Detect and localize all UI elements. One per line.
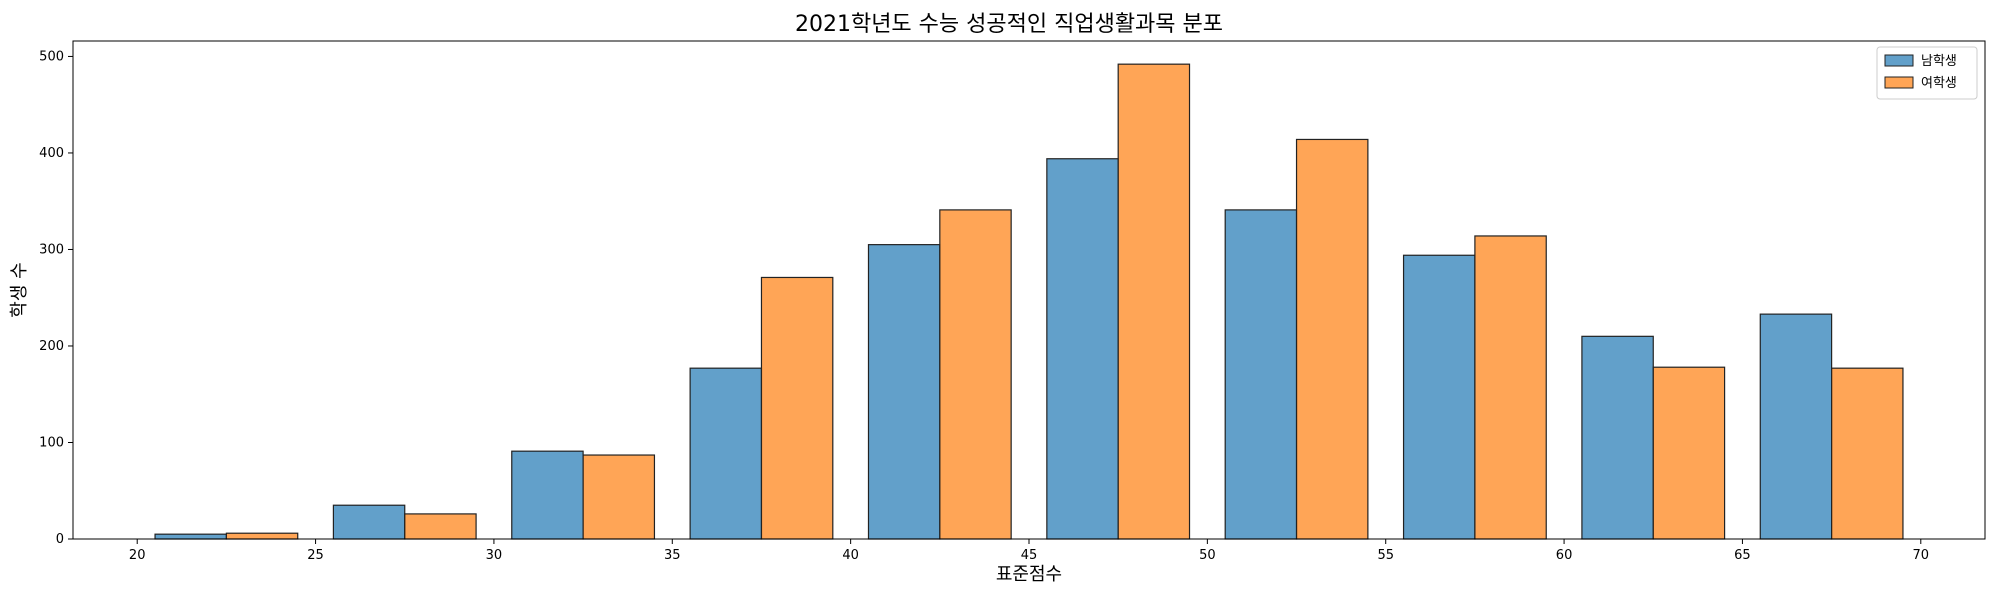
bar-여학생-3 xyxy=(760,276,834,540)
bar-여학생-6 xyxy=(1295,138,1369,540)
y-tick-label: 300 xyxy=(39,242,64,257)
bar-여학생-1 xyxy=(404,513,477,540)
x-tick-label: 20 xyxy=(129,548,146,563)
bar-여학생-7 xyxy=(1474,235,1547,540)
x-tick-label: 25 xyxy=(307,548,324,563)
bar-여학생-0 xyxy=(225,532,299,540)
bar-남학생-8 xyxy=(1581,335,1654,540)
x-tick-label: 35 xyxy=(664,548,681,563)
bar-남학생-2 xyxy=(511,450,584,540)
bar-남학생-1 xyxy=(332,504,406,540)
bar-남학생-4 xyxy=(867,244,941,540)
x-tick-label: 70 xyxy=(1913,548,1930,563)
legend-swatch-여학생 xyxy=(1884,76,1914,89)
legend-swatch-남학생 xyxy=(1884,54,1914,67)
bar-여학생-9 xyxy=(1831,367,1904,540)
bar-남학생-0 xyxy=(154,533,227,540)
bar-남학생-5 xyxy=(1046,158,1119,540)
x-axis: 20 25 30 35 40 45 50 55 60 65 70 xyxy=(129,539,1929,563)
x-tick-label: 65 xyxy=(1734,548,1751,563)
chart-title: 2021학년도 수능 성공적인 직업생활과목 분포 xyxy=(795,12,1223,37)
bar-여학생-5 xyxy=(1117,63,1191,540)
bar-남학생-6 xyxy=(1224,209,1298,540)
y-tick-label: 200 xyxy=(39,339,64,354)
x-tick-label: 55 xyxy=(1377,548,1394,563)
y-axis: 0 100 200 300 400 500 xyxy=(39,49,73,547)
x-tick-label: 60 xyxy=(1556,548,1573,563)
y-tick-label: 0 xyxy=(56,532,64,547)
y-tick-label: 100 xyxy=(39,435,64,450)
bar-남학생-7 xyxy=(1402,254,1476,540)
bar-여학생-2 xyxy=(582,454,656,540)
y-tick-label: 400 xyxy=(39,146,64,161)
y-axis-label: 학생 수 xyxy=(9,262,30,317)
x-tick-label: 40 xyxy=(842,548,859,563)
x-tick-label: 50 xyxy=(1199,548,1216,563)
legend-label-여학생: 여학생 xyxy=(1921,76,1957,91)
bar-남학생-3 xyxy=(689,367,763,540)
bar-여학생-4 xyxy=(939,209,1012,540)
bar-남학생-9 xyxy=(1759,313,1833,540)
x-tick-label: 30 xyxy=(486,548,503,563)
y-tick-label: 500 xyxy=(39,49,64,64)
legend-label-남학생: 남학생 xyxy=(1921,54,1957,69)
bars-layer xyxy=(154,63,1904,540)
x-axis-label: 표준점수 xyxy=(996,564,1062,585)
x-tick-label: 45 xyxy=(1021,548,1038,563)
bar-여학생-8 xyxy=(1652,366,1726,540)
